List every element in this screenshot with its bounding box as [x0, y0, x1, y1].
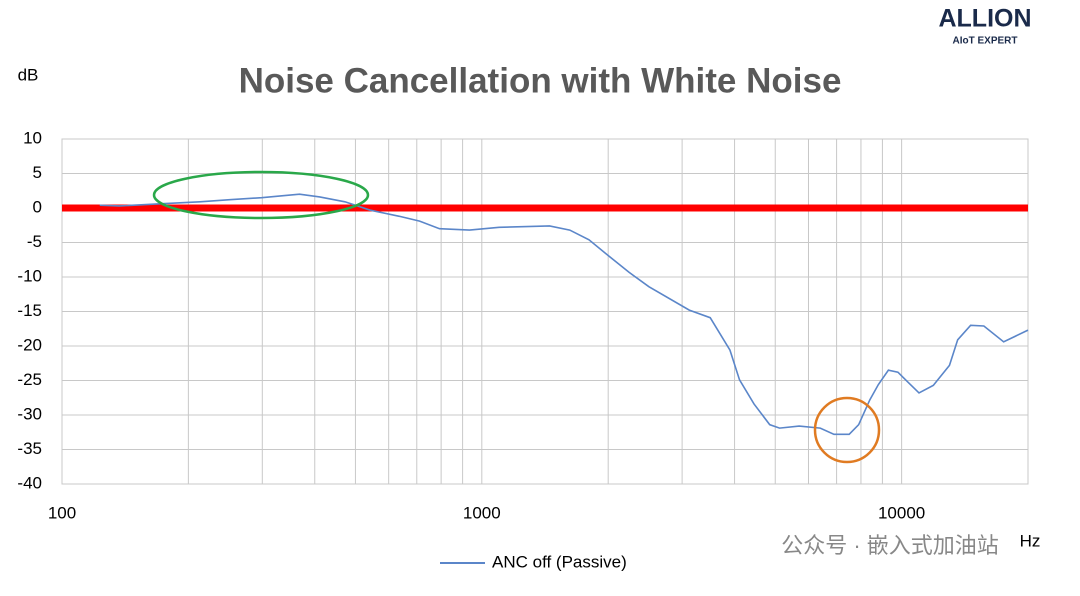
logo-tagline: AIoT EXPERT	[952, 36, 1017, 47]
y-tick-label: -5	[27, 232, 42, 251]
plot-border	[61, 138, 1029, 485]
y-tick-label: -20	[17, 335, 42, 354]
y-tick-label: 5	[33, 163, 42, 182]
y-tick-label: -15	[17, 301, 42, 320]
y-tick-label: -25	[17, 370, 42, 389]
x-unit: Hz	[1020, 531, 1041, 550]
legend-label: ANC off (Passive)	[492, 552, 627, 571]
plot-area: 10 5 0 -5 -10 -15 -20 -25 -30 -35 -40 100 1000 10000	[17, 128, 1029, 522]
y-tick-label: 0	[33, 197, 42, 216]
y-tick-label: -30	[17, 404, 42, 423]
y-tick-label: 10	[23, 128, 42, 147]
y-tick-label: -40	[17, 473, 42, 492]
y-tick-label: -10	[17, 266, 42, 285]
chart-title: Noise Cancellation with White Noise	[239, 61, 842, 100]
watermark: 公众号 · 嵌入式加油站	[781, 533, 999, 558]
x-tick-label: 100	[48, 503, 76, 522]
y-tick-label: -35	[17, 439, 42, 458]
x-tick-label: 10000	[878, 503, 925, 522]
highlight-circle	[813, 396, 881, 464]
logo-name: ALLION	[938, 5, 1031, 33]
highlight-ellipse	[152, 170, 370, 220]
y-unit: dB	[18, 65, 39, 84]
x-tick-label: 1000	[463, 503, 501, 522]
data-line	[99, 193, 1029, 436]
